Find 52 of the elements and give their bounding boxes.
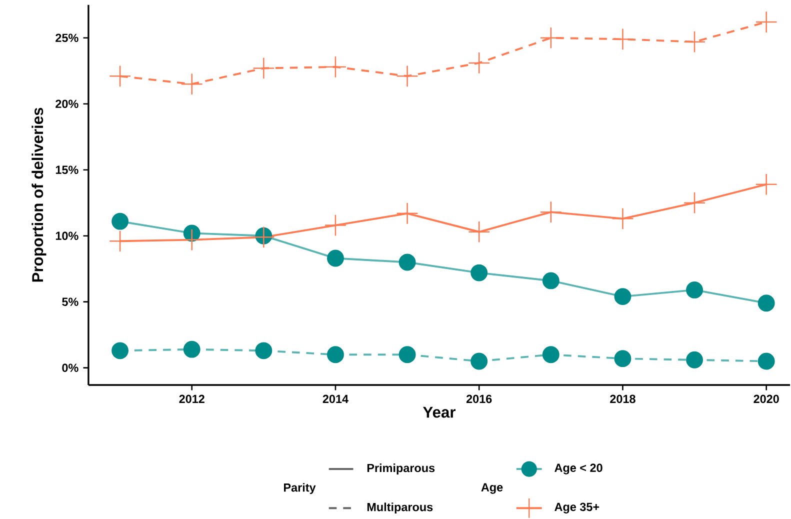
point: [612, 208, 634, 230]
point: [684, 192, 705, 214]
x-tick-label: 2018: [610, 394, 636, 404]
text: Multiparous: [367, 502, 433, 514]
point: [756, 174, 777, 195]
point: [470, 264, 488, 282]
point: [112, 212, 129, 230]
point: [327, 250, 344, 267]
y-tick-label: 25%: [56, 34, 78, 42]
point: [327, 346, 344, 364]
text: Primiparous: [367, 464, 435, 475]
point: [325, 214, 346, 236]
point: [112, 342, 129, 360]
legend-title: Age: [481, 483, 503, 494]
y-tick-label: 20%: [56, 100, 78, 108]
x-axis-title: Year: [422, 406, 456, 418]
point: [253, 226, 274, 248]
legend-label: Age 35+: [554, 502, 600, 514]
point: [758, 352, 775, 370]
y-axis-title: Proportion of deliveries: [32, 108, 46, 282]
point: [686, 352, 703, 368]
point: [756, 12, 777, 33]
point: [396, 203, 418, 224]
x-tick-label: 2016: [466, 394, 492, 404]
point: [255, 342, 272, 360]
point: [398, 254, 416, 271]
x-tick-label: 2020: [754, 394, 779, 404]
point: [253, 58, 274, 79]
point: [684, 31, 705, 52]
point: [396, 66, 418, 87]
point: [612, 28, 634, 50]
point: [398, 346, 416, 364]
point: [614, 350, 632, 368]
text: Parity: [284, 483, 316, 494]
point: [540, 28, 562, 48]
point: [542, 272, 560, 290]
point: [614, 288, 632, 306]
point: [183, 340, 200, 358]
point: [686, 282, 703, 299]
x-tick-label: 2014: [322, 394, 348, 404]
point: [470, 352, 488, 370]
y-tick-label: 10%: [56, 232, 78, 240]
legend-label: Age < 20: [554, 464, 602, 474]
point: [110, 66, 130, 87]
point: [181, 229, 202, 250]
point: [542, 346, 560, 364]
x-tick-label: 2012: [179, 394, 204, 404]
y-tick-label: 0%: [62, 364, 78, 372]
point: [758, 294, 775, 312]
point: [181, 74, 202, 95]
y-tick-label: 15%: [56, 166, 78, 174]
y-tick-label: 5%: [62, 298, 78, 306]
